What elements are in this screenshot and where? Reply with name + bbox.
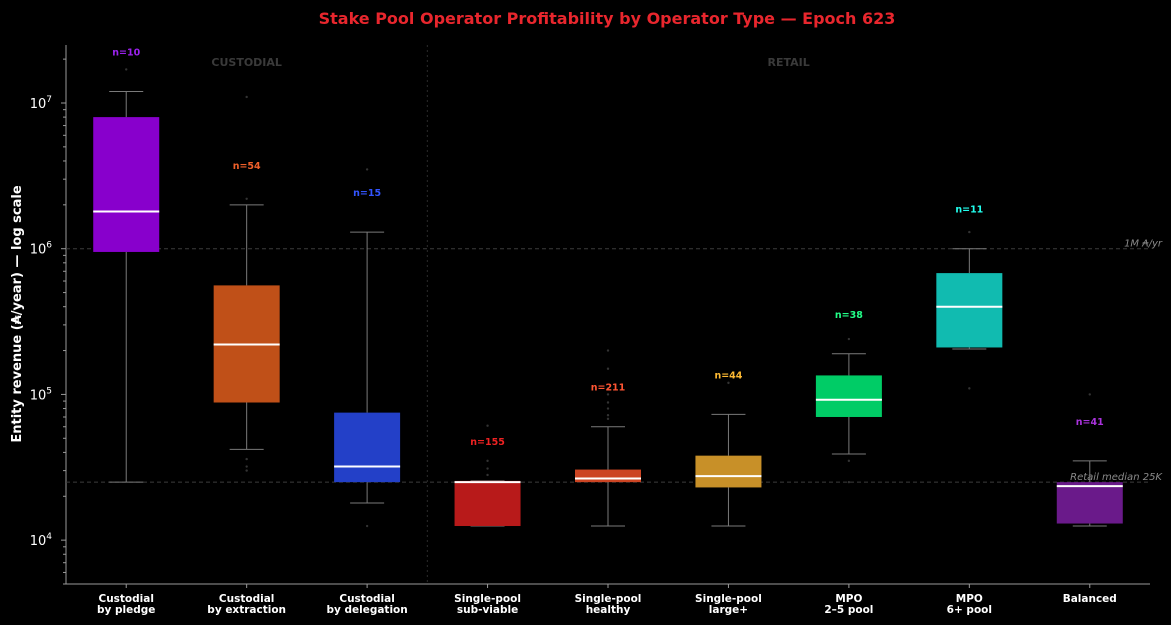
outlier-point: [245, 197, 248, 201]
sample-count-label: n=54: [233, 161, 261, 172]
sample-count-label: n=15: [353, 188, 381, 199]
outlier-point: [847, 459, 851, 463]
iqr-box: [575, 469, 641, 483]
sample-count-label: n=211: [591, 383, 626, 394]
outlier-point: [606, 401, 610, 404]
x-category-label: Custodial: [219, 593, 274, 605]
x-category-sublabel: by delegation: [326, 604, 407, 616]
iqr-box: [334, 412, 401, 483]
outlier-point: [606, 387, 610, 390]
iqr-box: [815, 375, 882, 417]
outlier-point: [245, 465, 248, 468]
outlier-point: [727, 381, 730, 385]
sample-count-label: n=10: [112, 47, 140, 58]
outlier-point: [606, 407, 610, 410]
reference-line-label: 1M ₳/yr: [1124, 239, 1163, 250]
sample-count-label: n=41: [1076, 417, 1104, 428]
iqr-box: [936, 273, 1003, 348]
sample-count-label: n=11: [955, 205, 983, 216]
sample-count-label: n=44: [714, 370, 742, 381]
outlier-point: [486, 459, 489, 463]
iqr-box: [93, 117, 160, 252]
y-tick-base: 10: [30, 534, 47, 549]
y-tick-label: 107: [30, 95, 52, 112]
outlier-point: [968, 230, 971, 234]
y-tick-label: 106: [30, 241, 53, 258]
y-tick-exponent: 7: [46, 95, 52, 105]
outlier-point: [486, 473, 489, 477]
outlier-point: [606, 393, 610, 396]
x-category-sublabel: 2–5 pool: [824, 604, 873, 616]
outlier-point: [847, 480, 851, 484]
outlier-point: [486, 467, 489, 470]
outlier-point: [125, 68, 128, 71]
y-tick-base: 10: [30, 243, 47, 258]
x-category-sublabel: by pledge: [97, 604, 155, 616]
outlier-point: [847, 337, 851, 341]
x-category-label: MPO: [956, 593, 983, 605]
outlier-point: [606, 349, 610, 352]
y-tick-label: 104: [30, 532, 53, 549]
iqr-box: [1056, 482, 1123, 524]
y-tick-exponent: 6: [46, 241, 52, 251]
x-category-label: Single-pool: [454, 593, 521, 605]
x-category-label: Balanced: [1063, 593, 1117, 605]
outlier-point: [606, 367, 610, 370]
x-category-sublabel: sub-viable: [457, 604, 518, 616]
x-category-sublabel: large+: [709, 604, 748, 616]
y-tick-label: 105: [30, 386, 52, 403]
y-tick-exponent: 5: [46, 386, 52, 396]
sample-count-label: n=38: [835, 310, 863, 321]
outlier-point: [245, 457, 248, 461]
outlier-point: [968, 387, 971, 390]
x-category-sublabel: healthy: [586, 604, 631, 616]
iqr-box: [454, 480, 521, 527]
outlier-point: [486, 424, 489, 427]
outlier-point: [606, 417, 610, 421]
sample-count-label: n=155: [470, 437, 505, 448]
y-tick-exponent: 4: [46, 532, 52, 542]
y-tick-base: 10: [30, 97, 47, 112]
x-category-label: MPO: [835, 593, 862, 605]
section-label: RETAIL: [768, 56, 810, 69]
section-label: CUSTODIAL: [211, 56, 282, 69]
outlier-point: [606, 414, 610, 417]
box-group: n=41 Balanced: [1056, 393, 1123, 605]
x-category-label: Custodial: [98, 593, 153, 605]
outlier-point: [245, 95, 248, 99]
y-axis-label: Entity revenue (₳/year) — log scale: [10, 185, 25, 442]
x-category-label: Custodial: [339, 593, 394, 605]
x-category-sublabel: 6+ pool: [947, 604, 992, 616]
outlier-point: [365, 168, 369, 171]
iqr-box: [695, 455, 762, 488]
chart-title: Stake Pool Operator Profitability by Ope…: [319, 9, 896, 28]
outlier-point: [365, 524, 369, 528]
outlier-point: [245, 469, 248, 472]
reference-line-label: Retail median 25K: [1070, 472, 1163, 483]
outlier-point: [1088, 393, 1091, 396]
x-category-label: Single-pool: [575, 593, 642, 605]
x-category-sublabel: by extraction: [207, 604, 286, 616]
x-category-label: Single-pool: [695, 593, 762, 605]
y-tick-base: 10: [30, 388, 47, 403]
